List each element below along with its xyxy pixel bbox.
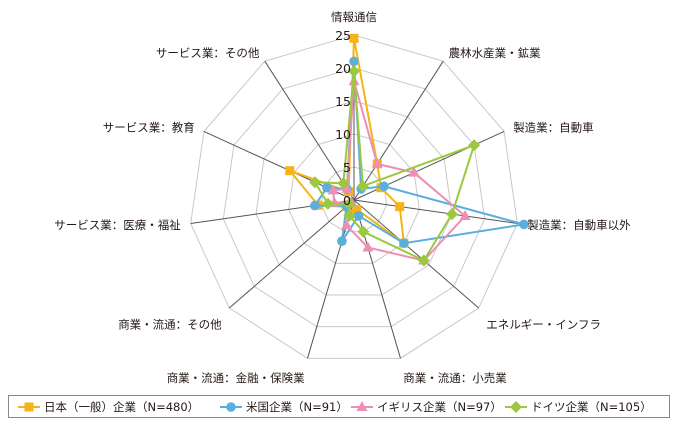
axis-spoke — [228, 199, 355, 309]
axis-label: サービス業：医療・福祉 — [54, 218, 181, 232]
data-point — [327, 184, 339, 195]
axis-label: エネルギー・インフラ — [486, 318, 601, 332]
axis-spoke — [264, 60, 355, 201]
data-point — [357, 225, 370, 238]
data-point — [446, 208, 458, 221]
axis-label: 製造業：自動車以外 — [527, 218, 631, 232]
legend-label: ドイツ企業（N=105） — [531, 400, 652, 414]
axis-label: 商業・流通：その他 — [118, 318, 222, 332]
data-point — [343, 198, 355, 211]
legend-item: イギリス企業（N=97） — [351, 400, 502, 414]
legend-marker — [24, 402, 34, 412]
axis-spoke — [353, 199, 401, 359]
data-point — [356, 180, 369, 193]
data-point — [379, 181, 389, 192]
legend-item: ドイツ企業（N=105） — [505, 400, 652, 414]
tick-label: 20 — [335, 61, 351, 76]
data-point — [337, 236, 347, 246]
axis-label: 情報通信 — [331, 10, 377, 24]
data-point — [343, 209, 356, 222]
data-point — [337, 177, 350, 190]
radial-ticks: 0 5 10 15 20 25 — [335, 28, 351, 208]
axis-label: 商業・流通：小売業 — [403, 371, 507, 385]
axis-labels: 情報通信農林水産業・鉱業製造業：自動車製造業：自動車以外エネルギー・インフラ商業… — [54, 10, 631, 385]
legend-box — [8, 395, 670, 418]
data-point — [321, 197, 334, 210]
legend-item: 米国企業（N=91） — [220, 400, 348, 414]
axis-spoke — [353, 199, 518, 224]
tick-label: 5 — [343, 160, 351, 175]
data-point — [353, 211, 364, 221]
data-point — [310, 200, 320, 211]
data-point — [348, 65, 360, 78]
series-2 — [310, 56, 529, 248]
grid-ring — [190, 34, 518, 359]
data-point — [395, 202, 405, 212]
legend: 日本（一般）企業（N=480） 米国企業（N=91） イギリス企業（N=97） ドイツ… — [8, 395, 670, 418]
axis-label: サービス業：教育 — [103, 120, 195, 134]
legend-label: 日本（一般）企業（N=480） — [44, 400, 199, 414]
data-point — [341, 182, 353, 193]
data-point — [349, 56, 359, 67]
tick-label: 10 — [335, 127, 351, 142]
legend-label: イギリス企業（N=97） — [377, 400, 502, 414]
axis-label: 商業・流通：金融・保険業 — [167, 371, 305, 385]
data-point — [349, 33, 359, 43]
axis-label: サービス業：その他 — [156, 46, 260, 60]
data-point — [309, 176, 321, 189]
data-point — [285, 166, 295, 176]
tick-label: 0 — [343, 193, 351, 208]
axis-label: 農林水産業・鉱業 — [449, 46, 541, 60]
data-point — [519, 219, 529, 230]
data-point — [408, 166, 420, 177]
legend-marker — [356, 401, 368, 411]
data-point — [459, 210, 471, 220]
data-point — [371, 157, 383, 168]
grid-ring — [255, 100, 453, 296]
data-point — [468, 139, 481, 152]
series-group — [285, 33, 529, 267]
axis-spoke — [353, 60, 444, 201]
axis-spoke — [353, 199, 480, 309]
grid-ring — [222, 67, 486, 328]
tick-label: 15 — [335, 94, 351, 109]
data-point — [362, 241, 374, 252]
legend-marker — [510, 401, 522, 413]
data-point — [341, 219, 353, 230]
legend-label: 米国企業（N=91） — [246, 400, 348, 414]
series-4 — [309, 65, 481, 267]
legend-item: 日本（一般）企業（N=480） — [18, 400, 199, 414]
data-point — [322, 182, 332, 193]
data-point — [352, 205, 362, 214]
data-point — [399, 238, 409, 248]
data-point — [417, 254, 430, 267]
tick-label: 25 — [335, 28, 351, 43]
legend-marker — [226, 402, 236, 412]
axis-label: 製造業：自動車 — [513, 120, 594, 134]
